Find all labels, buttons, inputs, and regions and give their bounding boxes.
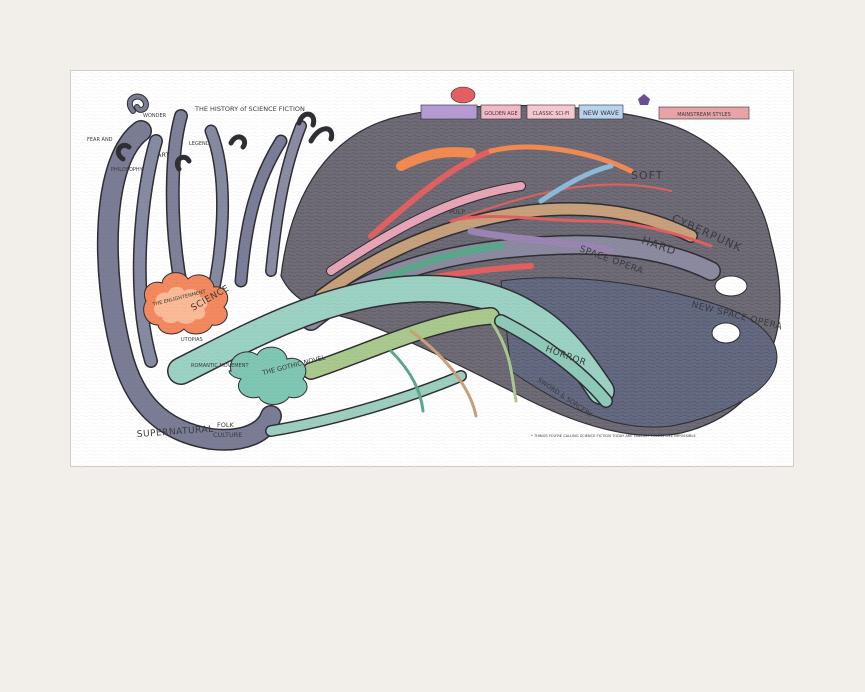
label-philosophy: PHILOSOPHY: [111, 167, 144, 173]
era-bubble: [450, 86, 476, 104]
trunk-hole-top: [714, 275, 748, 297]
science-fiction-history-diagram: GOLDEN AGE CLASSIC SCI-FI NEW WAVE MAINS…: [71, 71, 793, 466]
label-soft: SOFT: [631, 169, 664, 182]
poster: GOLDEN AGE CLASSIC SCI-FI NEW WAVE MAINS…: [70, 70, 794, 467]
era-label: NEW WAVE: [583, 109, 619, 117]
era-box: [578, 104, 624, 120]
era-label: CLASSIC SCI-FI: [532, 111, 569, 117]
label-romantic: ROMANTIC MOVEMENT: [191, 363, 249, 369]
era-box: [526, 104, 576, 120]
era-box-proto: [420, 104, 478, 120]
label-pulp: PULP: [449, 208, 465, 216]
diagram-title: THE HISTORY of SCIENCE FICTION: [194, 105, 305, 113]
trunk-hole-bottom: [711, 322, 741, 344]
label-utopias: UTOPIAS: [181, 337, 203, 343]
era-timeline: GOLDEN AGE CLASSIC SCI-FI NEW WAVE MAINS…: [420, 86, 750, 120]
era-box: [658, 106, 750, 120]
label-culture: CULTURE: [213, 431, 242, 439]
era-label: MAINSTREAM STYLES: [677, 112, 731, 118]
footnote: * THINGS YOU'RE CALLING SCIENCE FICTION …: [531, 434, 696, 438]
label-legend: LEGEND: [189, 141, 210, 147]
label-wonder: WONDER: [143, 113, 167, 119]
gothic-cloud: [228, 346, 308, 405]
era-label: GOLDEN AGE: [484, 111, 517, 117]
label-folk: FOLK: [217, 421, 234, 429]
label-fear: FEAR AND: [87, 137, 113, 143]
era-box: [480, 104, 522, 120]
label-art: ART: [157, 151, 169, 159]
invader-icon: [638, 94, 650, 105]
